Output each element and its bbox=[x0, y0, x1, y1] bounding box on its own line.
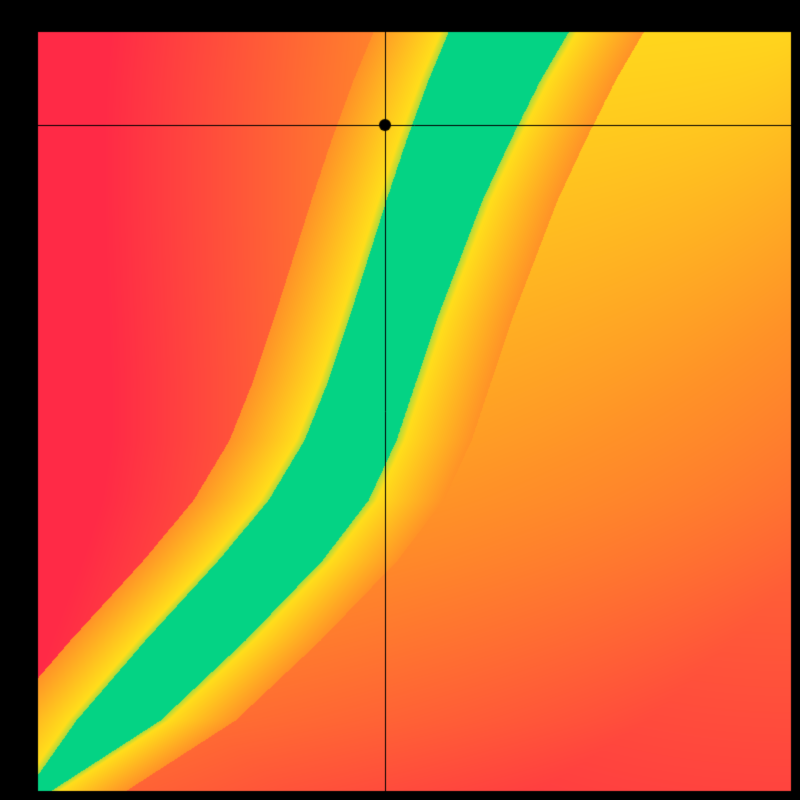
chart-container: { "attribution": "TheBottleneck.com", "c… bbox=[0, 0, 800, 800]
bottleneck-heatmap bbox=[0, 0, 800, 800]
